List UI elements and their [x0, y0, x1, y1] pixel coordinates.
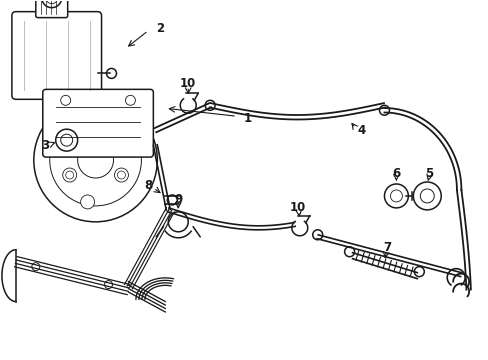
- Circle shape: [61, 134, 73, 146]
- Circle shape: [412, 182, 440, 210]
- Circle shape: [117, 171, 125, 179]
- Circle shape: [420, 189, 433, 203]
- Text: 4: 4: [357, 124, 365, 137]
- Text: 6: 6: [391, 167, 400, 180]
- Circle shape: [65, 171, 74, 179]
- Circle shape: [32, 263, 40, 271]
- Circle shape: [41, 0, 61, 8]
- FancyBboxPatch shape: [12, 12, 102, 99]
- Circle shape: [344, 247, 354, 257]
- Circle shape: [62, 168, 77, 182]
- Text: 10: 10: [180, 77, 196, 90]
- Circle shape: [106, 68, 116, 78]
- Circle shape: [167, 195, 177, 205]
- Circle shape: [91, 126, 100, 134]
- Circle shape: [34, 98, 157, 222]
- Circle shape: [104, 280, 112, 289]
- Circle shape: [168, 212, 188, 232]
- Circle shape: [379, 105, 388, 115]
- Circle shape: [205, 100, 215, 110]
- Text: 7: 7: [383, 241, 391, 254]
- Circle shape: [61, 95, 71, 105]
- Circle shape: [46, 0, 58, 4]
- Text: 8: 8: [144, 180, 152, 193]
- Circle shape: [114, 168, 128, 182]
- Circle shape: [384, 184, 407, 208]
- Circle shape: [78, 142, 113, 178]
- Circle shape: [389, 190, 402, 202]
- Text: 2: 2: [156, 22, 164, 35]
- Circle shape: [81, 195, 94, 209]
- Text: 5: 5: [424, 167, 432, 180]
- Circle shape: [312, 230, 322, 240]
- Circle shape: [88, 123, 102, 137]
- Circle shape: [50, 114, 141, 206]
- Circle shape: [125, 95, 135, 105]
- Text: 10: 10: [289, 201, 305, 215]
- Text: 3: 3: [41, 139, 49, 152]
- Text: 9: 9: [174, 193, 182, 206]
- Circle shape: [413, 267, 424, 276]
- FancyBboxPatch shape: [36, 0, 67, 18]
- Circle shape: [56, 129, 78, 151]
- Text: 1: 1: [244, 112, 251, 125]
- FancyBboxPatch shape: [42, 89, 153, 157]
